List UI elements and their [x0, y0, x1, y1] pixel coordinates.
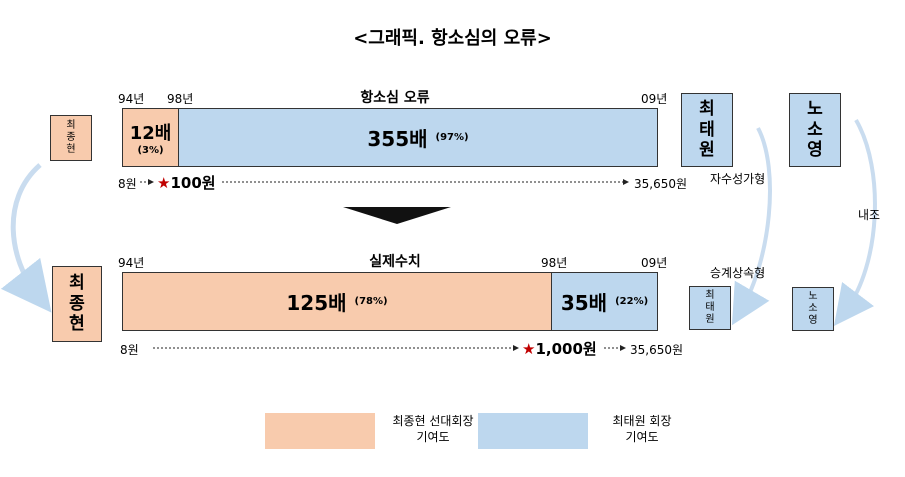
choi-tw-large-box: 최 태 원: [681, 93, 733, 167]
bottom-seg2-pct: (22%): [615, 296, 649, 307]
bottom-year-start: 94년: [118, 256, 145, 270]
legend-blue-line1: 최태원 회장: [612, 414, 672, 428]
char: 현: [66, 144, 76, 155]
char: 태: [699, 119, 715, 140]
legend-label-orange: 최종현 선대회장 기여도: [378, 413, 488, 445]
bottom-seg2-value: 35배: [560, 291, 608, 315]
bottom-price-start: 8원: [120, 343, 139, 357]
legend-orange-line2: 기여도: [416, 430, 450, 445]
char: 소: [807, 119, 823, 140]
top-seg1-value: 12배: [129, 123, 172, 144]
top-seg-2: 355배 (97%): [179, 109, 657, 166]
top-price-mid: 100원: [170, 174, 216, 192]
bottom-seg1-value: 125배: [286, 291, 347, 315]
char: 영: [808, 315, 818, 326]
char: 종: [69, 293, 85, 314]
star-icon: ★: [157, 174, 171, 192]
char: 종: [66, 132, 76, 143]
legend-blue-line2: 기여도: [625, 430, 659, 445]
choi-tw-small-box: 최 태 원: [689, 286, 731, 330]
char: 태: [705, 302, 715, 313]
noh-sy-large-box: 노 소 영: [789, 93, 841, 167]
top-price-mid-wrap: ★100원: [157, 172, 216, 193]
top-seg1-pct: (3%): [137, 145, 164, 156]
choi-jh-small-box: 최 종 현: [50, 115, 92, 161]
bottom-year-mid: 98년: [541, 256, 568, 270]
legend-orange-line1: 최종현 선대회장: [392, 414, 474, 428]
char: 소: [808, 303, 818, 314]
top-bar: 12배 (3%) 355배 (97%): [122, 108, 658, 167]
char: 최: [69, 273, 85, 294]
down-triangle: [343, 207, 451, 224]
noh-sy-arrow: [833, 118, 877, 326]
top-year-end: 09년: [641, 92, 668, 106]
support-label: 내조: [858, 208, 881, 222]
bottom-price-mid: 1,000원: [535, 340, 597, 358]
top-year-start: 94년: [118, 92, 145, 106]
top-seg-1: 12배 (3%): [123, 109, 179, 166]
bottom-year-end: 09년: [641, 256, 668, 270]
top-seg2-pct: (97%): [435, 132, 469, 143]
char: 현: [69, 314, 85, 335]
top-seg2-value: 355배: [367, 127, 428, 151]
char: 노: [808, 291, 818, 302]
legend-label-blue: 최태원 회장 기여도: [592, 413, 692, 445]
bottom-price-end: 35,650원: [630, 343, 684, 357]
bottom-bar: 125배 (78%) 35배 (22%): [122, 272, 658, 331]
legend-swatch-blue: [478, 413, 588, 449]
bottom-seg1-pct: (78%): [354, 296, 388, 307]
figure-title: <그래픽. 항소심의 오류>: [353, 28, 552, 49]
top-year-mid: 98년: [167, 92, 194, 106]
top-price-end: 35,650원: [634, 177, 688, 191]
char: 노: [807, 99, 823, 120]
choi-tw-arrow: [731, 127, 772, 326]
char: 영: [807, 140, 823, 161]
legend-swatch-orange: [265, 413, 375, 449]
char: 최: [699, 99, 715, 120]
bottom-price-mid-wrap: ★1,000원: [522, 338, 597, 359]
inherited-label: 승계상속형: [710, 266, 766, 280]
bottom-caption: 실제수치: [369, 254, 421, 270]
char: 원: [699, 140, 715, 161]
char: 최: [705, 290, 715, 301]
top-price-start: 8원: [118, 177, 137, 191]
bottom-seg-1: 125배 (78%): [123, 273, 552, 330]
char: 원: [705, 314, 715, 325]
top-caption: 항소심 오류: [360, 90, 430, 106]
bottom-seg-2: 35배 (22%): [552, 273, 657, 330]
noh-sy-small-box: 노 소 영: [792, 287, 834, 331]
choi-jh-arrow: [0, 163, 52, 313]
choi-jh-large-box: 최 종 현: [52, 266, 102, 342]
char: 최: [66, 120, 76, 131]
self-made-label: 자수성가형: [710, 172, 766, 186]
star-icon: ★: [522, 340, 536, 358]
